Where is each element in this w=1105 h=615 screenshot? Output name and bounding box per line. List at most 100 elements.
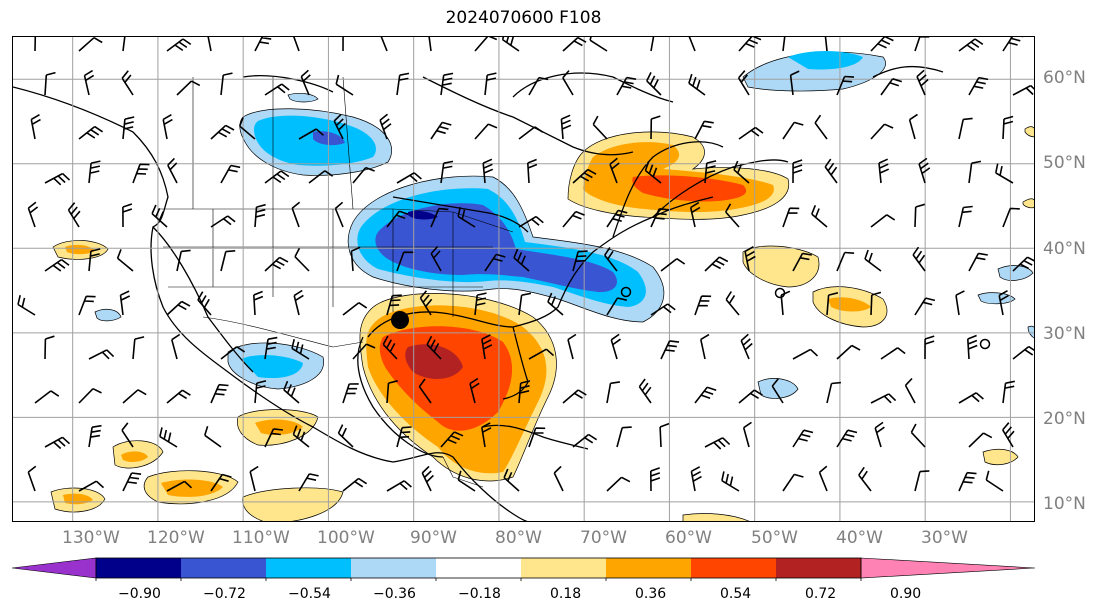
wind-barb [34,390,60,404]
wind-barb [771,378,784,404]
station-ring [774,287,786,299]
wind-barb [352,166,375,184]
wind-barb [122,37,126,52]
wind-barb [342,37,344,52]
wind-barb [780,290,791,316]
wind-barb [958,117,973,140]
wind-barb [291,201,301,228]
wind-barb [694,295,712,316]
wind-barb [249,465,259,492]
wind-barb [44,172,71,186]
wind-barb [553,465,564,492]
wind-barb [342,302,368,316]
wind-barb [518,292,532,316]
wind-barb [440,72,454,96]
lon-label-110w: 110°W [232,528,290,548]
wind-barb [908,113,918,140]
wind-barb [1012,256,1034,272]
wind-barb [308,170,334,184]
wind-barb [386,480,412,492]
wind-barb [83,69,95,96]
colorbar-tick-label: −0.90 [118,586,161,602]
wind-barb [740,333,753,360]
wind-barb [836,429,858,448]
wind-barb [386,294,402,316]
wind-barb [264,256,289,272]
wind-barb [880,347,906,360]
wind-barb [283,380,300,404]
wind-barb [547,292,564,316]
wind-barb [132,336,145,360]
wind-barb [738,126,764,140]
wind-barb [78,37,103,52]
wind-barb [44,71,56,96]
lon-label-40w: 40°W [836,528,883,548]
colorbar-tick-label: 0.54 [720,586,752,602]
wind-barb [197,291,212,316]
wind-barb [870,393,897,404]
wind-barb [166,300,191,316]
lon-label-30w: 30°W [921,528,968,548]
wind-barb [34,37,37,52]
wind-barb [792,348,819,360]
wind-barb [264,428,283,448]
wind-barb [382,335,398,360]
wind-barb [910,423,926,448]
lon-label-120w: 120°W [147,528,205,548]
wind-barb [220,72,233,96]
map-canvas [13,37,1034,521]
wind-barb [782,473,804,492]
wind-barb [836,75,855,96]
wind-barb [968,432,993,448]
wind-barb [1012,84,1034,96]
wind-barb [210,215,236,228]
wind-barb [567,333,577,360]
wind-barb [688,73,706,96]
wind-barb [121,422,134,448]
wind-barb [528,427,546,448]
wind-barb [474,123,498,140]
wind-barb [733,160,750,184]
wind-barb [482,158,494,184]
wind-barb [914,297,936,316]
wind-barb [589,37,608,52]
wind-barb [293,289,304,316]
lon-label-100w: 100°W [317,528,375,548]
lat-label-50n: 50°N [1043,153,1086,173]
wind-barb [874,421,885,448]
wind-barb [968,160,982,184]
wind-barb [646,72,662,96]
colorbar-tick-label: −0.54 [288,586,331,602]
lat-label-30n: 30°N [1043,324,1086,344]
wind-barb [396,251,414,272]
wind-barb [700,333,710,360]
wind-barb [824,158,838,184]
wind-barb [572,433,598,448]
wind-barb [166,389,191,404]
wind-barb [67,202,81,228]
wind-barb [264,170,290,184]
wind-barb [513,248,530,272]
wind-barb [924,335,935,360]
wind-barb [44,335,55,360]
wind-barb [264,336,278,360]
wind-barb [650,37,655,52]
wind-barb [220,250,236,272]
wind-barb [88,424,102,448]
wind-barb [88,349,115,360]
wind-barb [878,158,890,184]
wind-barb [171,333,181,360]
wind-barb [638,378,652,404]
wind-barb [958,38,984,52]
wind-barbs [17,37,1034,492]
wind-barb [725,203,740,228]
wind-barb [88,248,101,272]
wind-barb [1012,345,1034,360]
wind-barb [430,121,452,140]
wind-barb [151,204,168,228]
wind-barb [1002,380,1015,404]
wind-barb [166,38,192,52]
wind-barb [694,386,717,404]
wind-barb [792,429,814,448]
wind-barb [428,37,432,52]
